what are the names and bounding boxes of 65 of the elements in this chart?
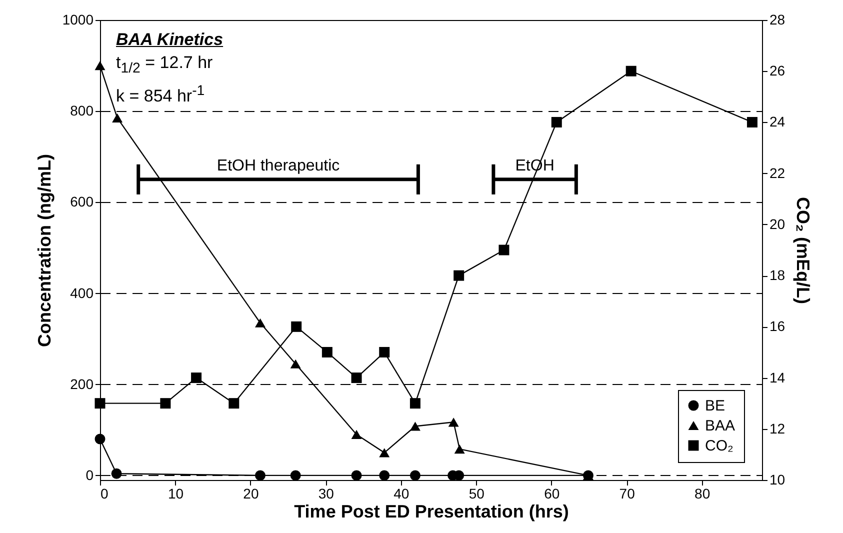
point [228, 398, 240, 409]
y-tick-label: 800 [70, 102, 94, 119]
y2-tick-label: 18 [770, 267, 786, 284]
point [410, 398, 420, 409]
y-tick-label: 200 [70, 376, 94, 392]
point [160, 398, 171, 409]
annotation: k = 854 hr$^{-1}$ [116, 82, 206, 108]
point [351, 430, 362, 439]
y2-tick-label: 24 [770, 114, 786, 130]
point [410, 422, 420, 431]
point [351, 470, 362, 481]
x-tick-label: 20 [243, 486, 259, 502]
point [448, 418, 459, 427]
point [410, 470, 420, 481]
x-tick-label: 40 [394, 486, 410, 502]
x-tick-label: 70 [619, 486, 636, 502]
y2-tick-label: 26 [770, 62, 786, 79]
point [498, 244, 510, 256]
point [291, 321, 302, 332]
x-tick-label: 50 [468, 486, 485, 502]
point [112, 113, 123, 122]
x-axis-title: Time Post ED Presentation (hrs) [294, 502, 569, 522]
series-label: EtOH therapeutic [216, 157, 340, 174]
x-tick-label: 30 [318, 486, 334, 502]
point [746, 116, 758, 128]
x-tick-label: 80 [694, 486, 710, 502]
point [254, 318, 266, 328]
annotation: BAA Kinetics [116, 29, 224, 51]
y2-tick-label: 16 [770, 318, 786, 334]
point [290, 359, 301, 368]
x-tick-label: 60 [544, 486, 560, 502]
point [379, 346, 390, 358]
point [379, 470, 390, 481]
point [379, 448, 390, 458]
y2-axis-title: CO₂ (mEq/L) [793, 197, 814, 304]
point [94, 61, 106, 70]
legend-label: BE [705, 398, 726, 414]
point [111, 468, 122, 479]
point [626, 66, 636, 76]
x-tick-label: 0 [100, 486, 108, 502]
point [254, 470, 266, 481]
point [454, 444, 465, 454]
annotation: t$_{1/2}$ = 12.7 hr [116, 52, 214, 78]
legend-label: CO₂ [705, 438, 734, 454]
y2-tick-label: 12 [770, 420, 786, 436]
point [351, 372, 362, 384]
y-tick-label: 600 [70, 194, 94, 210]
y-axis-title: Concentration (ng/mL) [34, 154, 54, 347]
y2-tick-label: 10 [770, 472, 786, 488]
y2-tick-label: 20 [770, 216, 786, 232]
y2-tick-label: 22 [770, 164, 786, 181]
point [322, 346, 332, 358]
legend-label: BAA [705, 418, 736, 434]
x-tick-label: 10 [168, 486, 184, 502]
y2-tick-label: 28 [770, 12, 786, 28]
y-tick-label: 1000 [62, 12, 94, 28]
point [454, 270, 464, 281]
point [290, 470, 301, 481]
y2-tick-label: 14 [770, 369, 786, 386]
point [94, 434, 106, 444]
point [551, 116, 562, 128]
y-tick-label: 400 [70, 284, 94, 301]
y-tick-label: 0 [86, 466, 94, 483]
point [94, 398, 106, 409]
point [191, 372, 202, 384]
